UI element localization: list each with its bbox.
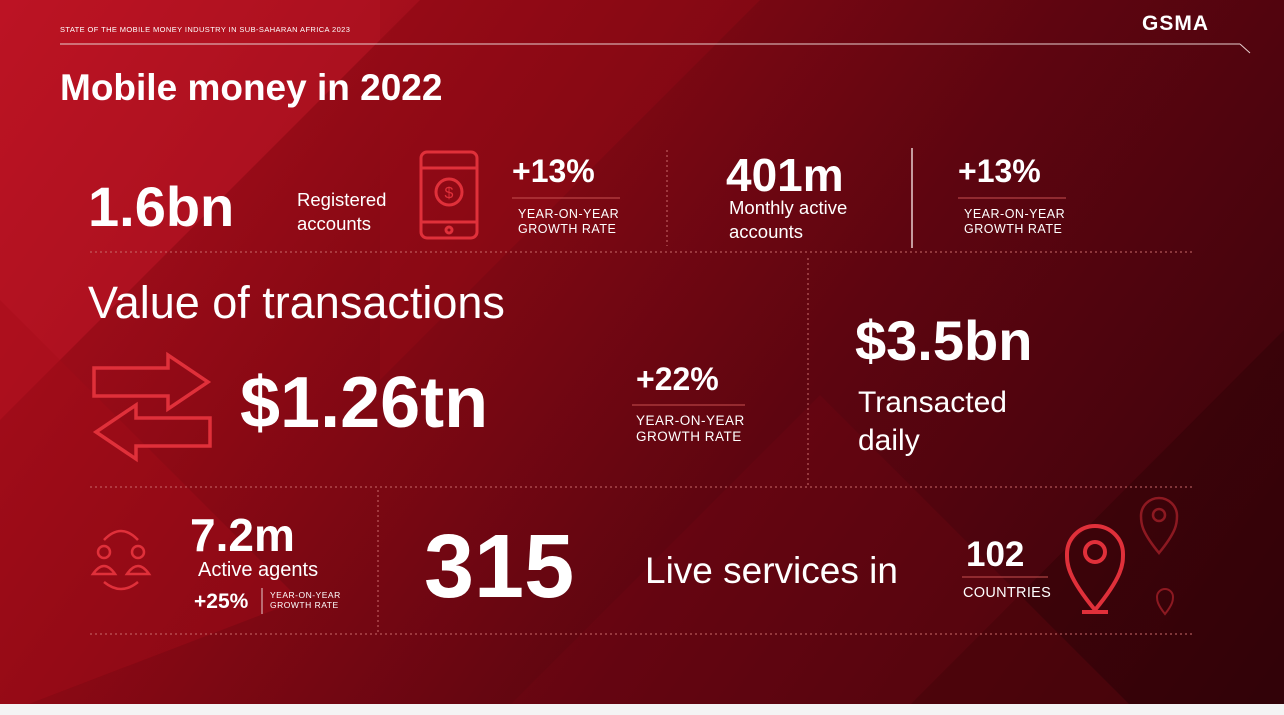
stat-label: Transacted daily: [858, 386, 1007, 458]
transfer-icon: [92, 351, 212, 463]
subtitle: STATE OF THE MOBILE MONEY INDUSTRY IN SU…: [60, 25, 351, 34]
growth-value: +25%: [194, 590, 249, 613]
title: Mobile money in 2022: [60, 67, 443, 108]
bottom-strip: [0, 704, 1284, 715]
section-heading: Value of transactions: [88, 277, 505, 328]
growth-value: +22%: [636, 361, 719, 397]
growth-label: YEAR-ON-YEAR GROWTH RATE: [270, 590, 341, 611]
stat-value: 315: [424, 517, 575, 617]
stat-value: $3.5bn: [855, 309, 1033, 372]
stat-value: 7.2m: [190, 509, 295, 561]
stat-label: Active agents: [198, 559, 319, 581]
svg-text:$: $: [445, 185, 454, 202]
logo: GSMA: [1142, 12, 1209, 35]
stat-value: 1.6bn: [88, 175, 235, 238]
growth-label: YEAR-ON-YEAR GROWTH RATE: [964, 207, 1066, 236]
agents-icon: [90, 529, 152, 591]
location-icons: [1064, 496, 1179, 616]
growth-label: YEAR-ON-YEAR GROWTH RATE: [518, 207, 620, 236]
growth-value: +13%: [958, 153, 1041, 189]
countries-label: COUNTRIES: [963, 585, 1052, 601]
stat-value: 401m: [726, 149, 844, 201]
countries-value: 102: [966, 535, 1025, 574]
phone-icon: $: [419, 150, 479, 240]
stat-label: Live services in: [645, 550, 898, 591]
stat-label: Registered accounts: [297, 189, 387, 235]
growth-value: +13%: [512, 153, 595, 189]
stat-value: $1.26tn: [240, 363, 489, 443]
growth-label: YEAR-ON-YEAR GROWTH RATE: [636, 413, 745, 445]
stat-label: Monthly active accounts: [729, 197, 848, 243]
